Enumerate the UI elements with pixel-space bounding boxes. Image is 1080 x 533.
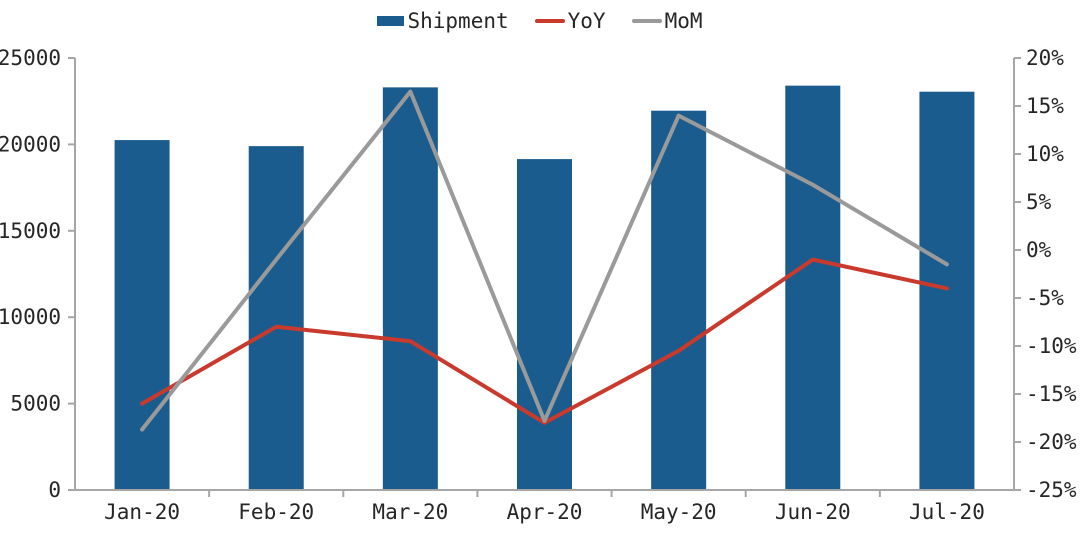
right-axis-tick-label: -25% <box>1026 478 1077 502</box>
left-axis-tick-label: 15000 <box>0 219 61 243</box>
legend-item-mom: MoM <box>631 9 703 33</box>
bar-jul-20 <box>919 91 975 491</box>
yoy-legend-label: YoY <box>567 9 606 33</box>
mom-legend-label: MoM <box>664 9 703 33</box>
chart-legend: Shipment YoY MoM <box>0 9 1080 33</box>
bar-may-20 <box>651 110 707 490</box>
bar-mar-20 <box>382 87 438 490</box>
x-axis-category-label: Jul-20 <box>909 500 985 524</box>
x-axis-category-label: Jan-20 <box>104 500 180 524</box>
right-axis-tick-label: 15% <box>1026 94 1064 118</box>
yoy-line-swatch-icon <box>534 19 565 23</box>
left-axis-tick-label: 20000 <box>0 132 61 156</box>
x-axis-category-label: May-20 <box>641 500 717 524</box>
bar-jan-20 <box>114 140 170 490</box>
legend-item-yoy: YoY <box>534 9 606 33</box>
x-axis-category-label: Apr-20 <box>507 500 583 524</box>
x-axis-category-label: Jun-20 <box>775 500 851 524</box>
right-axis-tick-label: -10% <box>1026 334 1077 358</box>
left-axis-tick-label: 5000 <box>10 392 61 416</box>
shipment-bar-swatch-icon <box>377 16 405 26</box>
legend-item-shipment: Shipment <box>377 9 509 33</box>
right-axis-tick-label: 5% <box>1026 190 1052 214</box>
right-axis-tick-label: 10% <box>1026 142 1064 166</box>
left-axis-tick-label: 0 <box>48 478 61 502</box>
bar-feb-20 <box>248 146 304 491</box>
left-axis-tick-label: 10000 <box>0 305 61 329</box>
x-axis-category-label: Feb-20 <box>238 500 314 524</box>
right-axis-tick-label: -20% <box>1026 430 1077 454</box>
shipment-legend-label: Shipment <box>407 9 509 33</box>
bar-apr-20 <box>517 159 572 490</box>
right-axis-tick-label: -5% <box>1026 286 1064 310</box>
left-axis-tick-label: 25000 <box>0 46 61 70</box>
right-axis-tick-label: -15% <box>1026 382 1077 406</box>
x-axis-category-label: Mar-20 <box>372 500 448 524</box>
mom-line <box>140 89 949 432</box>
mom-line-swatch-icon <box>631 19 662 23</box>
right-axis-tick-label: 0% <box>1026 238 1052 262</box>
right-axis-tick-label: 20% <box>1026 46 1064 70</box>
bar-jun-20 <box>785 85 841 490</box>
